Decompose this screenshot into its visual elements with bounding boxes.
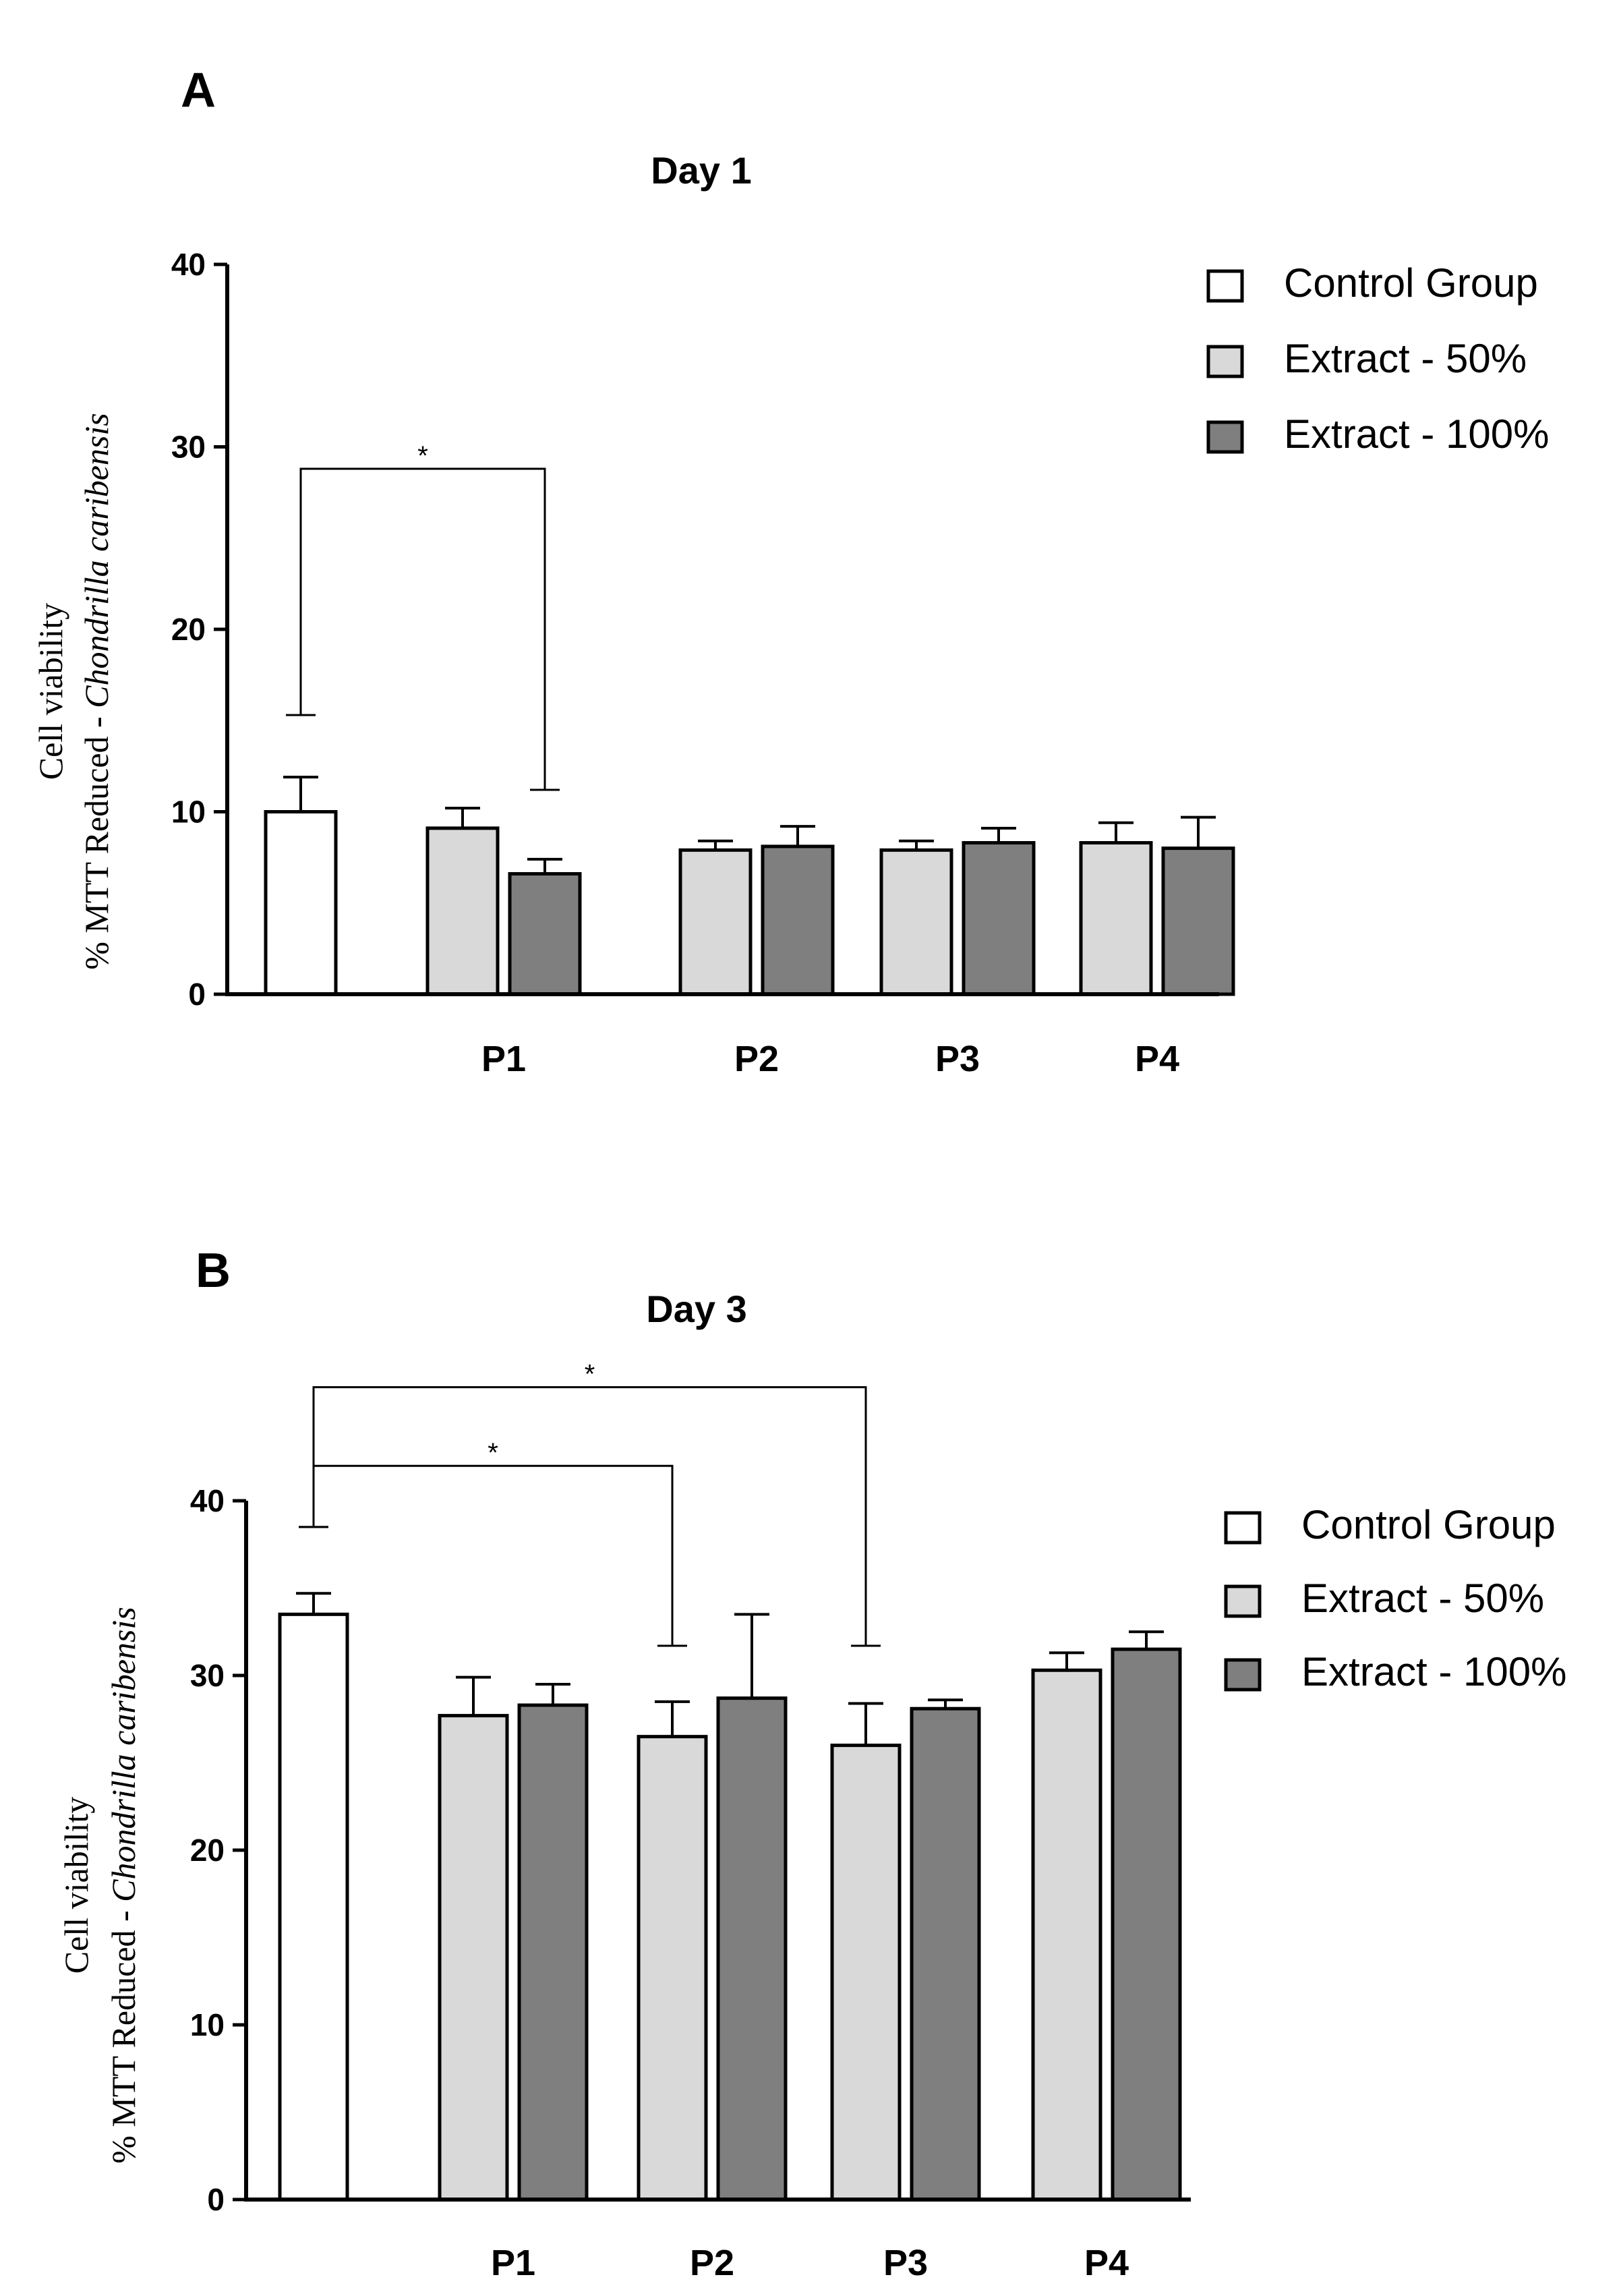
panel-a-bars: [264, 810, 1235, 996]
panel-a-category-label: P1: [481, 1039, 526, 1079]
panel-b-category-label: P3: [883, 2243, 928, 2283]
panel-b-error-bars: [296, 1592, 1164, 1746]
panel-a-y-axis: 0 10 20 30 40: [171, 247, 227, 1012]
panel-a-y-tick-label: 0: [188, 977, 206, 1012]
panel-b-category-label: P1: [491, 2243, 535, 2283]
panel-a-bar-p2-series-1: [678, 848, 753, 996]
panel-b-significance-bracket: [312, 1386, 867, 1646]
panel-b-x-axis: P1 P2 P3 P4: [491, 2243, 1129, 2283]
panel-a-axes: [225, 264, 1219, 996]
panel-b-bar-p4-series-1: [1031, 1668, 1102, 2202]
panel-b-legend-label: Extract - 100%: [1301, 1649, 1567, 1694]
panel-b-legend-swatch: [1224, 1658, 1262, 1692]
panel-a-y-tick-label: 30: [171, 430, 206, 465]
panel-a-y-tick-label: 10: [171, 795, 206, 830]
panel-a-category-label: P4: [1135, 1039, 1179, 1079]
panel-b-ylabel-line1: Cell viability: [57, 1797, 95, 1974]
panel-a-ylabel-species: Chondrilla caribensis: [78, 413, 115, 708]
panel-b-legend-label: Control Group: [1301, 1502, 1556, 1547]
panel-a: A Day 1 Cell viability % MTT Reduced - C…: [32, 63, 1550, 1079]
panel-b-bars: [278, 1612, 1182, 2202]
panel-a-legend: Control Group Extract - 50% Extract - 100%: [1206, 260, 1550, 457]
panel-b: B Day 3 Cell viability % MTT Reduced - C…: [57, 1244, 1567, 2283]
panel-b-significance-bracket: [312, 1464, 674, 1646]
panel-b-bar-p1-series-2: [517, 1703, 589, 2202]
panel-a-category-label: P2: [734, 1039, 779, 1079]
panel-a-y-tick-label: 20: [171, 612, 206, 647]
panel-b-title: Day 3: [646, 1288, 746, 1330]
panel-b-bar-p2-series-1: [637, 1735, 708, 2202]
panel-a-ylabel-line2: % MTT Reduced - Chondrilla caribensis: [78, 413, 115, 969]
panel-a-bar-control: [264, 810, 338, 996]
panel-a-bar-p4-series-2: [1161, 846, 1235, 996]
panel-b-bar-p4-series-2: [1111, 1647, 1182, 2202]
panel-b-ylabel-prefix: % MTT Reduced -: [105, 1902, 142, 2164]
panel-b-legend-swatch: [1224, 1511, 1262, 1545]
panel-b-significance-label: *: [585, 1360, 595, 1389]
panel-a-bar-p4-series-1: [1079, 840, 1153, 996]
panel-a-significance-bracket: [299, 467, 546, 791]
panel-b-bar-p3-series-2: [910, 1706, 981, 2202]
panel-b-category-label: P2: [690, 2243, 734, 2283]
panel-a-legend-swatch: [1206, 269, 1244, 303]
panel-a-y-tick-label: 40: [171, 247, 206, 282]
panel-b-y-tick-label: 40: [190, 1483, 225, 1518]
panel-a-x-axis: P1 P2 P3 P4: [481, 1039, 1179, 1079]
panel-b-bar-p2-series-2: [716, 1696, 788, 2202]
panel-b-bar-p1-series-1: [438, 1714, 509, 2202]
panel-b-category-label: P4: [1084, 2243, 1129, 2283]
panel-a-error-bars: [283, 776, 1216, 874]
panel-a-legend-label: Extract - 50%: [1284, 336, 1527, 381]
panel-a-letter: A: [181, 63, 216, 117]
panel-b-y-tick-label: 0: [207, 2182, 225, 2217]
panel-b-legend-label: Extract - 50%: [1301, 1576, 1544, 1621]
panel-a-ylabel-prefix: % MTT Reduced -: [78, 708, 115, 970]
panel-a-bar-p3-series-1: [879, 848, 953, 996]
panel-a-legend-swatch: [1206, 345, 1244, 378]
panel-a-bar-p2-series-2: [761, 844, 835, 996]
panel-b-letter: B: [196, 1244, 231, 1298]
panel-b-ylabel-species: Chondrilla caribensis: [105, 1607, 142, 1902]
panel-a-legend-swatch: [1206, 420, 1244, 454]
panel-a-significance: *: [286, 441, 560, 791]
panel-a-bar-p1-series-1: [425, 826, 500, 996]
panel-a-significance-label: *: [417, 441, 428, 471]
panel-a-ylabel-line1: Cell viability: [32, 603, 69, 780]
panel-b-significance: **: [299, 1360, 881, 1647]
panel-b-y-axis: 0 10 20 30 40: [190, 1483, 246, 2217]
panel-b-y-tick-label: 10: [190, 2007, 225, 2042]
panel-b-y-tick-label: 20: [190, 1833, 225, 1868]
panel-a-bar-p1-series-2: [508, 871, 582, 996]
panel-a-bar-p3-series-2: [962, 840, 1036, 996]
panel-b-legend: Control Group Extract - 50% Extract - 100%: [1224, 1502, 1567, 1694]
panel-b-significance-label: *: [488, 1438, 498, 1468]
panel-b-y-tick-label: 30: [190, 1658, 225, 1693]
panel-a-legend-label: Control Group: [1284, 260, 1538, 306]
panel-a-category-label: P3: [935, 1039, 980, 1079]
panel-b-bar-p3-series-1: [830, 1744, 902, 2202]
panel-b-axes: [244, 1501, 1191, 2202]
panel-b-bar-control: [278, 1612, 349, 2202]
panel-b-ylabel-line2: % MTT Reduced - Chondrilla caribensis: [105, 1607, 142, 2163]
panel-b-legend-swatch: [1224, 1584, 1262, 1618]
panel-a-title: Day 1: [651, 149, 751, 192]
panel-a-legend-label: Extract - 100%: [1284, 411, 1550, 457]
